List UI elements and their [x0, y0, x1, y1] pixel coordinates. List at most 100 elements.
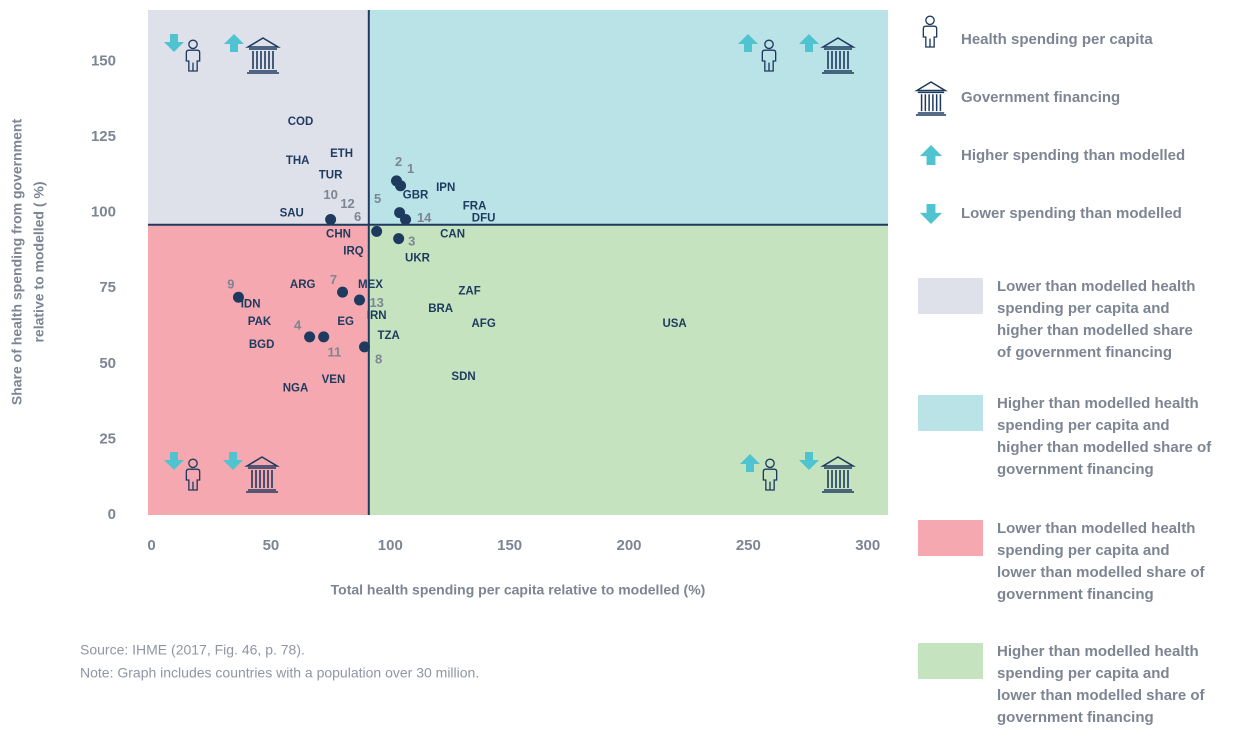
quadrant-legend-text: spending per capita and: [997, 300, 1170, 317]
country-label: ZAF: [458, 285, 480, 297]
country-label: VEN: [322, 374, 346, 386]
country-label: THA: [286, 155, 310, 167]
country-label: BRA: [428, 303, 453, 315]
y-tick-label: 100: [91, 204, 116, 221]
number-label: 2: [395, 154, 402, 169]
number-label: 9: [227, 277, 234, 292]
legend-icons: [915, 15, 947, 224]
x-tick-label: 50: [263, 537, 280, 554]
country-label: SDN: [451, 371, 475, 383]
y-tick-label: 50: [99, 355, 116, 372]
quadrant: [148, 224, 369, 515]
country-label: USA: [662, 318, 686, 330]
quadrant-legend-text: Higher than modelled health: [997, 643, 1199, 660]
point: [318, 331, 330, 343]
x-tick-label: 200: [616, 537, 641, 554]
quadrant-legend-text: Lower than modelled health: [997, 278, 1195, 295]
quadrant-legend-text: higher than modelled share: [997, 322, 1193, 339]
quadrant-legend-text: government financing: [997, 709, 1154, 726]
country-label: CAN: [440, 228, 465, 240]
quadrant-legend-text: lower than modelled share of: [997, 564, 1206, 581]
country-label: EG: [337, 316, 354, 328]
number-label: 5: [374, 191, 381, 206]
number-label: 12: [340, 196, 354, 211]
country-label: CHN: [326, 228, 351, 240]
country-label: IDN: [241, 298, 261, 310]
y-axis-title: Share of health spending from government: [9, 119, 25, 406]
point: [232, 291, 244, 303]
country-label: ARG: [290, 279, 316, 291]
legend-label: Health spending per capita: [961, 31, 1153, 48]
legend-label: Higher spending than modelled: [961, 147, 1185, 164]
y-tick-label: 150: [91, 52, 116, 69]
quadrant: [368, 224, 888, 515]
country-label: DFU: [472, 213, 496, 225]
point: [304, 331, 316, 343]
quadrant-legend-text: government financing: [997, 586, 1154, 603]
quadrant-legend-text: spending per capita and: [997, 417, 1170, 434]
point: [395, 180, 407, 192]
point: [393, 233, 405, 245]
country-label: FRA: [463, 201, 487, 213]
legend-label: Government financing: [961, 89, 1120, 106]
quadrant-swatch: [918, 278, 983, 314]
point: [400, 214, 412, 226]
quadrant-swatch: [918, 395, 983, 431]
point: [371, 225, 383, 237]
number-label: 4: [294, 317, 302, 332]
quadrant: [368, 10, 888, 225]
country-label: COD: [288, 116, 314, 128]
y-axis-title: relative to modelled ( %): [31, 181, 47, 342]
quadrant-legend-text: spending per capita and: [997, 665, 1170, 682]
country-label: SAU: [280, 208, 304, 220]
point: [325, 214, 337, 226]
point: [353, 294, 365, 306]
legend-label: Lower spending than modelled: [961, 205, 1182, 222]
country-label: TZA: [377, 330, 399, 342]
number-label: 10: [323, 187, 337, 202]
x-tick-label: 0: [147, 537, 155, 554]
country-label: IRN: [367, 310, 387, 322]
y-tick-label: 125: [91, 128, 116, 145]
country-label: NGA: [283, 383, 309, 395]
y-tick-label: 25: [99, 430, 116, 447]
quadrant-legend-text: higher than modelled share of: [997, 439, 1212, 456]
x-axis-title: Total health spending per capita relativ…: [331, 582, 706, 598]
point: [359, 341, 371, 353]
note: Note: Graph includes countries with a po…: [80, 665, 479, 681]
quadrant-legend-text: of government financing: [997, 344, 1172, 361]
number-label: 14: [417, 210, 432, 225]
quadrant-legend-text: government financing: [997, 461, 1154, 478]
number-label: 11: [328, 344, 342, 359]
y-tick-label: 75: [99, 279, 116, 296]
country-label: ETH: [330, 148, 353, 160]
x-tick-label: 150: [497, 537, 522, 554]
quadrant-legend-text: Higher than modelled health: [997, 395, 1199, 412]
x-tick-label: 250: [736, 537, 761, 554]
quadrant-legend-text: spending per capita and: [997, 542, 1170, 559]
x-tick-label: 300: [855, 537, 880, 554]
country-label: TUR: [319, 170, 343, 182]
quadrant-swatch: [918, 520, 983, 556]
country-label: BGD: [249, 339, 275, 351]
number-label: 3: [408, 234, 415, 249]
country-label: AFG: [471, 318, 495, 330]
country-label: UKR: [405, 252, 431, 264]
number-label: 6: [354, 209, 361, 224]
x-tick-label: 100: [378, 537, 403, 554]
number-label: 7: [330, 272, 337, 287]
quadrant: [148, 10, 369, 225]
quadrant-swatch: [918, 643, 983, 679]
number-label: 13: [369, 295, 383, 310]
point: [337, 286, 349, 298]
number-label: 1: [407, 161, 414, 176]
number-label: 8: [375, 351, 382, 366]
quadrant-legend-text: Lower than modelled health: [997, 520, 1195, 537]
source: Source: IHME (2017, Fig. 46, p. 78).: [80, 642, 305, 658]
y-tick-label: 0: [108, 506, 116, 523]
country-label: MEX: [358, 279, 383, 291]
country-label: PAK: [248, 316, 272, 328]
country-label: IPN: [436, 182, 455, 194]
quadrant-legend-text: lower than modelled share of: [997, 687, 1206, 704]
